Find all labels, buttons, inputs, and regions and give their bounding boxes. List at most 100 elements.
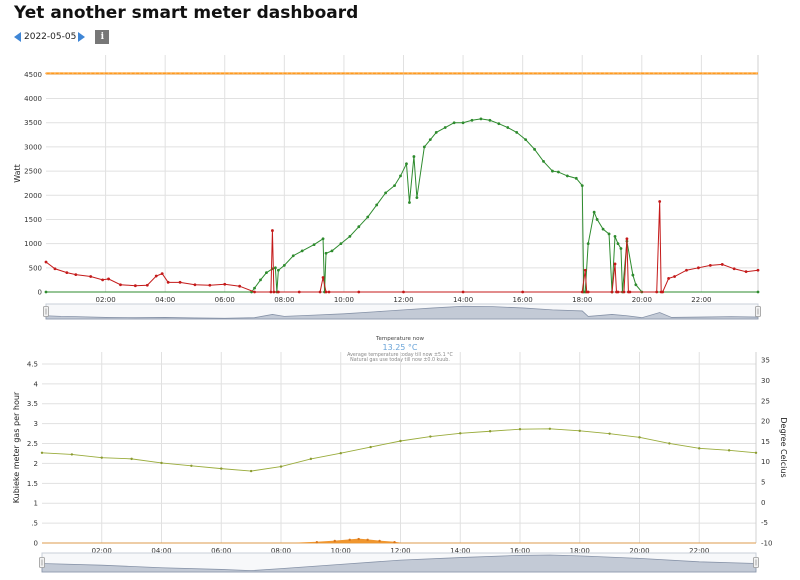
temperature-point	[668, 442, 671, 445]
x-tick-label: 10:00	[331, 547, 351, 555]
max-power-point	[523, 72, 526, 75]
production-point	[443, 126, 447, 129]
gas-usage-point	[366, 538, 369, 542]
y-tick-label: 0	[34, 540, 38, 548]
max-power-point	[465, 72, 467, 75]
max-power-point	[214, 72, 217, 75]
max-power-point	[371, 72, 374, 75]
max-power-point	[174, 72, 177, 75]
max-power-point	[250, 72, 253, 75]
production-point	[44, 290, 48, 294]
max-power-point	[89, 72, 92, 75]
production-point	[259, 278, 262, 282]
x-tick-label: 04:00	[151, 547, 171, 555]
max-power-point	[496, 72, 499, 75]
production-point	[586, 242, 590, 246]
consumption-point	[744, 270, 748, 274]
max-power-point	[299, 72, 302, 75]
max-power-point	[697, 72, 700, 75]
max-power-point	[688, 72, 691, 75]
consumption-point	[318, 290, 322, 294]
y-tick-label: 1	[34, 500, 38, 508]
max-power-point	[116, 72, 119, 75]
max-power-point	[460, 72, 463, 75]
max-power-point	[733, 72, 736, 75]
y2-axis-label: Degree Celcius	[779, 417, 788, 477]
info-button[interactable]: i	[95, 30, 110, 44]
production-point	[580, 184, 584, 187]
max-power-point	[626, 72, 628, 75]
max-power-point	[112, 72, 114, 75]
max-power-point	[402, 72, 405, 75]
temperature-point	[578, 429, 581, 433]
x-tick-label: 22:00	[689, 547, 709, 555]
temperature-point	[754, 451, 758, 454]
production-point	[756, 290, 760, 294]
consumption-point	[133, 284, 137, 288]
max-power-point	[188, 72, 190, 75]
production-point	[470, 118, 474, 122]
consumption-point	[586, 290, 590, 294]
consumption-point	[628, 290, 632, 294]
production-point	[613, 234, 617, 238]
y2-tick-label: 30	[761, 377, 770, 385]
previous-day-icon[interactable]	[14, 32, 21, 42]
production-point	[565, 174, 569, 178]
consumption-point	[613, 262, 617, 266]
consumption-point	[253, 290, 256, 294]
max-power-point	[407, 72, 409, 75]
y2-tick-label: -10	[761, 540, 772, 548]
power-chart: 02:00 04:00 06:00 08:00 10:00 12:00 14:00 16:00…	[13, 55, 761, 320]
max-power-point	[693, 72, 695, 75]
production-point	[312, 243, 316, 247]
production-point	[384, 191, 388, 195]
consumption-point	[580, 290, 584, 294]
production-point	[497, 122, 501, 126]
max-power-point	[290, 72, 293, 75]
max-power-point	[746, 72, 749, 75]
current-date: 2022-05-05	[24, 32, 77, 42]
max-power-point	[183, 72, 186, 75]
production-point	[619, 247, 623, 250]
consumption-point	[327, 290, 331, 294]
max-power-point	[67, 72, 70, 75]
max-power-point	[272, 72, 275, 75]
consumption-point	[276, 290, 280, 294]
max-power-point	[259, 72, 262, 75]
next-day-icon[interactable]	[78, 32, 86, 42]
production-point	[357, 225, 361, 229]
temperature-point	[309, 457, 313, 461]
consumption-point	[610, 290, 614, 294]
y-tick-label: 1000	[24, 240, 42, 248]
temperature-point	[608, 432, 611, 435]
max-power-point	[54, 72, 56, 75]
max-power-point	[657, 72, 660, 75]
production-point	[616, 242, 620, 246]
consumption-point	[297, 290, 301, 294]
max-power-point	[331, 72, 333, 75]
max-power-point	[706, 72, 709, 75]
production-point	[533, 147, 536, 151]
production-point	[253, 286, 256, 290]
production-point	[324, 251, 328, 255]
production-point	[515, 130, 519, 134]
consumption-point	[402, 290, 405, 294]
page-title: Yet another smart meter dashboard	[14, 3, 359, 23]
max-power-point	[281, 72, 284, 75]
max-power-point	[563, 72, 566, 75]
max-power-point	[165, 72, 168, 75]
consumption-point	[720, 263, 724, 266]
max-power-point	[652, 72, 655, 75]
temperature-point	[279, 465, 283, 468]
y2-tick-label: 20	[761, 418, 770, 426]
temperature-now-value: 13.25 °C	[382, 343, 417, 352]
max-power-point	[679, 72, 682, 75]
max-power-point	[80, 72, 83, 75]
temperature-point	[160, 461, 163, 465]
x-tick-label: 14:00	[453, 296, 473, 304]
max-power-point	[500, 72, 503, 75]
x-tick-label: 10:00	[334, 296, 354, 304]
y2-tick-label: 5	[761, 479, 765, 487]
x-tick-label: 18:00	[570, 547, 590, 555]
temperature-point	[399, 439, 402, 443]
